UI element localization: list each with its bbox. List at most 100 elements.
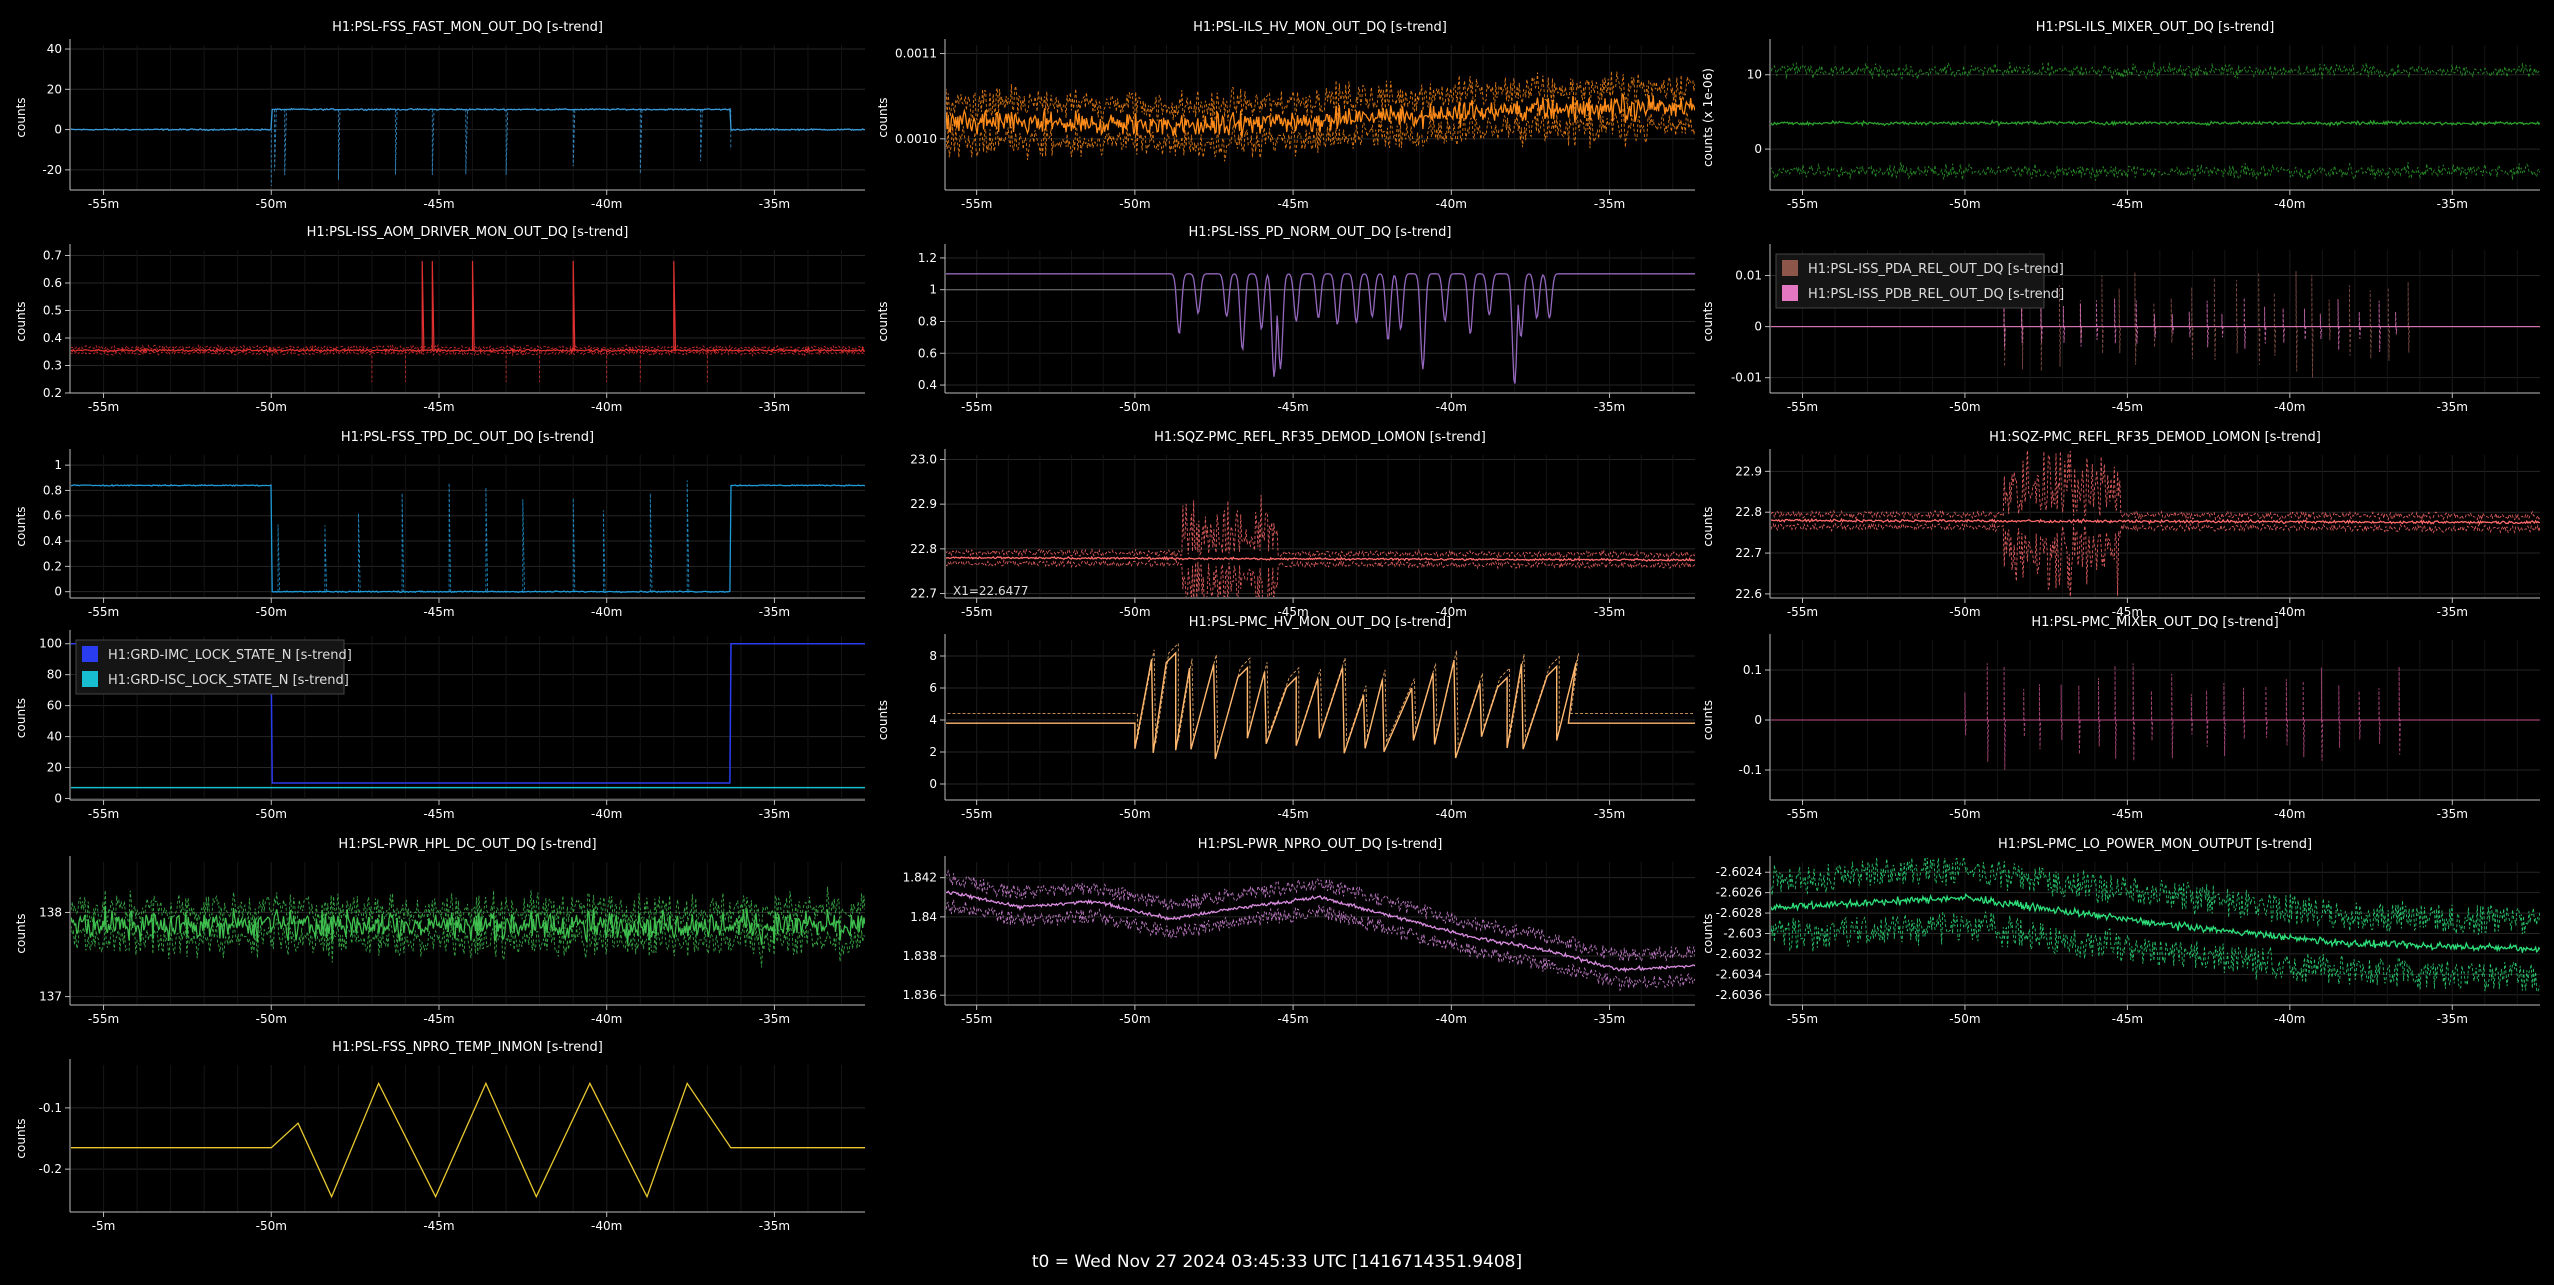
- series-burst: [2078, 685, 2081, 755]
- x-tick-label: -35m: [1594, 605, 1625, 619]
- y-tick-label: 0.8: [43, 483, 62, 497]
- y-tick-label: 0: [1754, 320, 1762, 334]
- x-tick-label: -50m: [1119, 197, 1150, 211]
- x-tick-label: -55m: [88, 400, 119, 414]
- chart-title: H1:PSL-FSS_TPD_DC_OUT_DQ [s-trend]: [341, 430, 594, 445]
- series-min: [71, 918, 865, 968]
- plot-area: [1771, 858, 2540, 993]
- series-burst: [2079, 303, 2083, 347]
- y-axis-label: counts: [1701, 301, 1715, 341]
- x-tick-label: -40m: [591, 1012, 622, 1026]
- x-tick-label: -40m: [591, 807, 622, 821]
- chart-title: H1:PSL-ILS_MIXER_OUT_DQ [s-trend]: [2036, 20, 2275, 35]
- series-spike: [649, 493, 653, 592]
- chart-p8: H1:SQZ-PMC_REFL_RF35_DEMOD_LOMON [s-tren…: [910, 430, 1695, 619]
- legend-box: [75, 639, 345, 695]
- series-burst: [2135, 300, 2138, 345]
- chart-title: H1:PSL-FSS_NPRO_TEMP_INMON [s-trend]: [332, 1040, 603, 1055]
- y-tick-label: -0.1: [1739, 763, 1762, 777]
- series-burst: [2328, 299, 2331, 341]
- series-spike: [505, 109, 509, 175]
- x-tick-label: -50m: [1119, 807, 1150, 821]
- series-spike: [421, 260, 425, 351]
- x-tick-label: -45m: [423, 605, 454, 619]
- plot-area: [1771, 61, 2540, 181]
- legend-label: H1:PSL-ISS_PDB_REL_OUT_DQ [s-trend]: [1808, 287, 2064, 302]
- y-tick-label: 0.2: [43, 559, 62, 573]
- chart-p4: H1:PSL-ISS_AOM_DRIVER_MON_OUT_DQ [s-tren…: [14, 225, 865, 414]
- series-spike: [485, 487, 489, 592]
- y-axis-label: counts: [876, 301, 890, 341]
- series-burst: [2101, 275, 2104, 354]
- chart-title: H1:PSL-PWR_NPRO_OUT_DQ [s-trend]: [1198, 837, 1443, 852]
- x-tick-label: -50m: [256, 605, 287, 619]
- y-tick-label: 22.8: [910, 542, 937, 556]
- time-reference-footer: t0 = Wed Nov 27 2024 03:45:33 UTC [14167…: [1031, 1252, 1523, 1272]
- chart-p15: H1:PSL-PMC_LO_POWER_MON_OUTPUT [s-trend]…: [1701, 837, 2540, 1026]
- y-tick-label: 80: [47, 668, 62, 682]
- y-tick-label: 0.6: [918, 346, 937, 360]
- series-spike: [431, 109, 435, 176]
- y-tick-label: 0.4: [918, 378, 937, 392]
- chart-p10: -55m -50m -45m -40m -35m 100 80 60 40 20 0 counts H1…: [14, 630, 865, 821]
- chart-title: H1:PSL-ISS_PD_NORM_OUT_DQ [s-trend]: [1189, 225, 1452, 240]
- series-burst: [2023, 688, 2026, 737]
- x-tick-label: -45m: [2112, 807, 2143, 821]
- x-tick-label: -55m: [88, 1012, 119, 1026]
- series-burst: [2348, 285, 2352, 356]
- series-burst: [2358, 311, 2361, 339]
- y-tick-label: 1.836: [903, 988, 937, 1002]
- series-burst: [2021, 308, 2024, 344]
- x-tick-label: -35m: [1594, 400, 1625, 414]
- y-tick-label: 20: [47, 761, 62, 775]
- y-axis-label: counts: [14, 1118, 28, 1158]
- x-tick-label: -55m: [1787, 1012, 1818, 1026]
- series-max: [946, 869, 1695, 963]
- series-burst: [2062, 305, 2066, 343]
- y-tick-label: -2.6028: [1716, 906, 1762, 920]
- series-burst: [2337, 299, 2340, 350]
- series-burst: [2171, 314, 2175, 334]
- series-burst: [2387, 287, 2390, 361]
- series-spike: [471, 260, 475, 351]
- x-tick-label: -50m: [1119, 400, 1150, 414]
- series-burst: [2265, 685, 2268, 738]
- x-tick-label: -35m: [2437, 197, 2468, 211]
- x-tick-label: -40m: [591, 605, 622, 619]
- x-tick-label: -50m: [1949, 197, 1980, 211]
- x-tick-label: -40m: [591, 400, 622, 414]
- legend-box: [1775, 253, 2045, 309]
- legend-swatch: [1782, 285, 1798, 301]
- chart-p3: H1:PSL-ILS_MIXER_OUT_DQ [s-trend] -55m -50…: [1701, 20, 2540, 211]
- x-tick-label: -55m: [961, 807, 992, 821]
- series-burst: [2258, 272, 2261, 365]
- series-mean: [71, 1081, 865, 1199]
- chart-title: H1:PSL-PMC_MIXER_OUT_DQ [s-trend]: [2031, 615, 2278, 630]
- x-tick-label: -35m: [1594, 807, 1625, 821]
- x-tick-label: -45m: [423, 400, 454, 414]
- series-burst: [2188, 311, 2191, 338]
- series-burst: [2134, 272, 2137, 365]
- x-tick-label: -40m: [1436, 400, 1467, 414]
- series-burst: [2191, 287, 2194, 360]
- x-tick-label: -45m: [1277, 400, 1308, 414]
- plot-area: [71, 1081, 865, 1199]
- series-spike: [572, 498, 576, 592]
- series-spike: [572, 260, 576, 351]
- series-burst: [2098, 677, 2101, 747]
- series-burst: [2132, 663, 2135, 761]
- series-spike: [274, 109, 277, 171]
- x-tick-label: -55m: [1787, 605, 1818, 619]
- chart-title: H1:PSL-FSS_FAST_MON_OUT_DQ [s-trend]: [332, 20, 603, 35]
- series-burst: [2040, 308, 2043, 343]
- series-max: [1771, 858, 2540, 935]
- y-tick-label: 6: [929, 681, 937, 695]
- chart-p9: H1:SQZ-PMC_REFL_RF35_DEMOD_LOMON [s-tren…: [1701, 430, 2540, 619]
- x-tick-label: -50m: [256, 400, 287, 414]
- y-tick-label: 0.4: [43, 534, 62, 548]
- series-burst: [2003, 302, 2006, 349]
- series-min: [946, 899, 1695, 992]
- series-max: [71, 886, 865, 935]
- y-tick-label: -0.2: [39, 1162, 62, 1176]
- series-burst: [2114, 665, 2117, 759]
